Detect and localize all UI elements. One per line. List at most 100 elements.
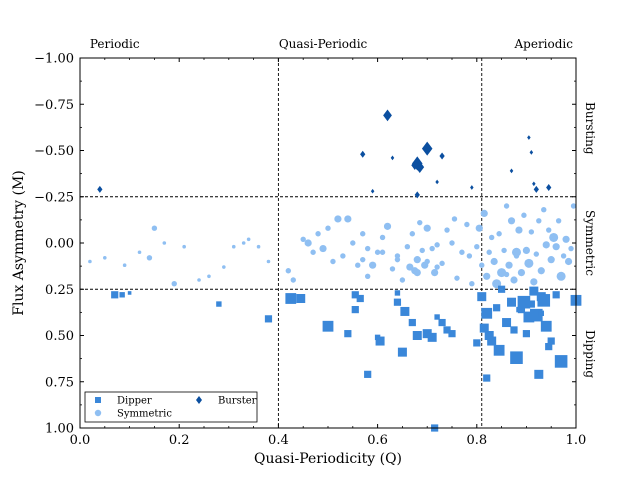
symmetric-point: [530, 278, 538, 286]
symmetric-point: [137, 250, 142, 255]
symmetric-point: [451, 216, 458, 222]
symmetric-point: [533, 251, 540, 257]
dipper-point: [351, 291, 359, 299]
symmetric-point: [562, 235, 570, 243]
burster-point: [470, 185, 474, 190]
dipper-point: [264, 315, 273, 323]
symmetric-point: [394, 253, 401, 259]
y-tick-label: −0.25: [34, 190, 74, 205]
burster-point: [532, 181, 536, 187]
x-axis-ticks: 0.0 0.2 0.4 0.6 0.8 1.0: [70, 58, 587, 448]
dipper-point: [127, 291, 132, 295]
dipper-point: [364, 370, 372, 378]
right-region-label: Symmetric: [583, 210, 597, 276]
symmetric-point: [222, 265, 226, 269]
dipper-point: [479, 323, 489, 333]
symmetric-point: [568, 245, 574, 252]
symmetric-point: [431, 269, 439, 277]
symmetric-point: [325, 225, 331, 231]
symmetric-point: [379, 234, 386, 241]
dipper-point: [493, 344, 505, 356]
series-symmetric: [88, 203, 577, 289]
dipper-point: [517, 295, 531, 309]
dipper-point: [477, 292, 487, 302]
symmetric-point: [454, 275, 460, 281]
dipper-point: [397, 347, 407, 357]
burster-point: [509, 168, 514, 174]
symmetric-point: [536, 218, 542, 224]
symmetric-point: [542, 241, 550, 249]
burster-point: [370, 188, 375, 194]
legend-symmetric-marker: [94, 409, 102, 417]
symmetric-point: [486, 249, 492, 255]
burster-point: [439, 152, 445, 160]
symmetric-point: [570, 203, 577, 209]
symmetric-point: [182, 244, 186, 249]
dipper-point: [422, 329, 432, 339]
dipper-point: [375, 336, 385, 346]
vertical-divider-lines: [277, 58, 483, 428]
symmetric-point: [528, 229, 535, 235]
dipper-point: [438, 318, 446, 327]
dipper-point: [493, 304, 501, 312]
burster-point: [97, 185, 103, 193]
symmetric-point: [549, 232, 559, 242]
x-tick-label: 0.4: [268, 433, 289, 448]
symmetric-point: [480, 209, 488, 217]
symmetric-point: [266, 259, 271, 264]
symmetric-point: [207, 274, 211, 279]
dipper-point: [498, 285, 506, 293]
dipper-point: [344, 330, 352, 338]
dipper-point: [285, 293, 297, 304]
symmetric-point: [555, 218, 562, 224]
burster-point: [411, 160, 419, 170]
dipper-point: [400, 306, 410, 316]
symmetric-point: [256, 244, 261, 249]
dipper-point: [111, 291, 119, 299]
dipper-point: [510, 351, 523, 364]
dipper-point: [507, 297, 517, 307]
region-labels-top: Periodic Quasi-Periodic Aperiodic: [90, 37, 573, 51]
symmetric-point: [355, 262, 361, 268]
burster-point: [415, 161, 425, 173]
symmetric-point: [360, 231, 366, 237]
symmetric-point: [246, 237, 251, 242]
y-tick-label: −1.00: [34, 52, 74, 67]
symmetric-point: [330, 258, 336, 265]
symmetric-point: [488, 234, 495, 241]
dipper-point: [547, 337, 555, 345]
y-tick-label: 0.25: [45, 283, 74, 298]
burster-point: [414, 191, 420, 199]
dipper-point: [527, 300, 535, 308]
symmetric-point: [503, 203, 510, 209]
symmetric-point: [340, 253, 346, 259]
dipper-point: [296, 294, 306, 303]
symmetric-point: [552, 243, 560, 251]
symmetric-point: [423, 224, 431, 232]
symmetric-point: [300, 236, 306, 242]
burster-point: [435, 179, 439, 185]
dipper-point: [119, 292, 125, 298]
symmetric-point: [290, 277, 296, 283]
right-region-label: Bursting: [583, 102, 597, 155]
x-tick-label: 1.0: [566, 433, 587, 448]
burster-point: [533, 185, 539, 193]
symmetric-point: [334, 215, 342, 223]
symmetric-point: [439, 260, 445, 267]
symmetric-point: [541, 207, 547, 213]
dipper-point: [510, 326, 518, 334]
symmetric-point: [122, 263, 127, 268]
dipper-point: [473, 339, 481, 347]
series-dipper: [111, 285, 582, 432]
symmetric-point: [383, 222, 392, 230]
legend: Dipper Symmetric Burster: [84, 391, 258, 423]
legend-burster-marker: [196, 396, 202, 404]
symmetric-point: [364, 245, 371, 252]
symmetric-point: [496, 231, 502, 237]
dipper-point: [448, 330, 456, 338]
x-tick-label: 0.8: [466, 433, 487, 448]
symmetric-point: [537, 267, 545, 275]
dipper-point: [434, 314, 440, 320]
symmetric-point: [547, 256, 555, 264]
